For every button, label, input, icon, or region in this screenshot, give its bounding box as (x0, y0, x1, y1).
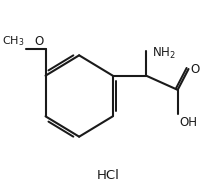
Text: O: O (35, 35, 44, 48)
Text: CH$_3$: CH$_3$ (2, 34, 25, 48)
Text: HCl: HCl (97, 169, 119, 182)
Text: OH: OH (180, 116, 198, 129)
Text: NH$_2$: NH$_2$ (153, 46, 176, 61)
Text: O: O (190, 63, 200, 75)
